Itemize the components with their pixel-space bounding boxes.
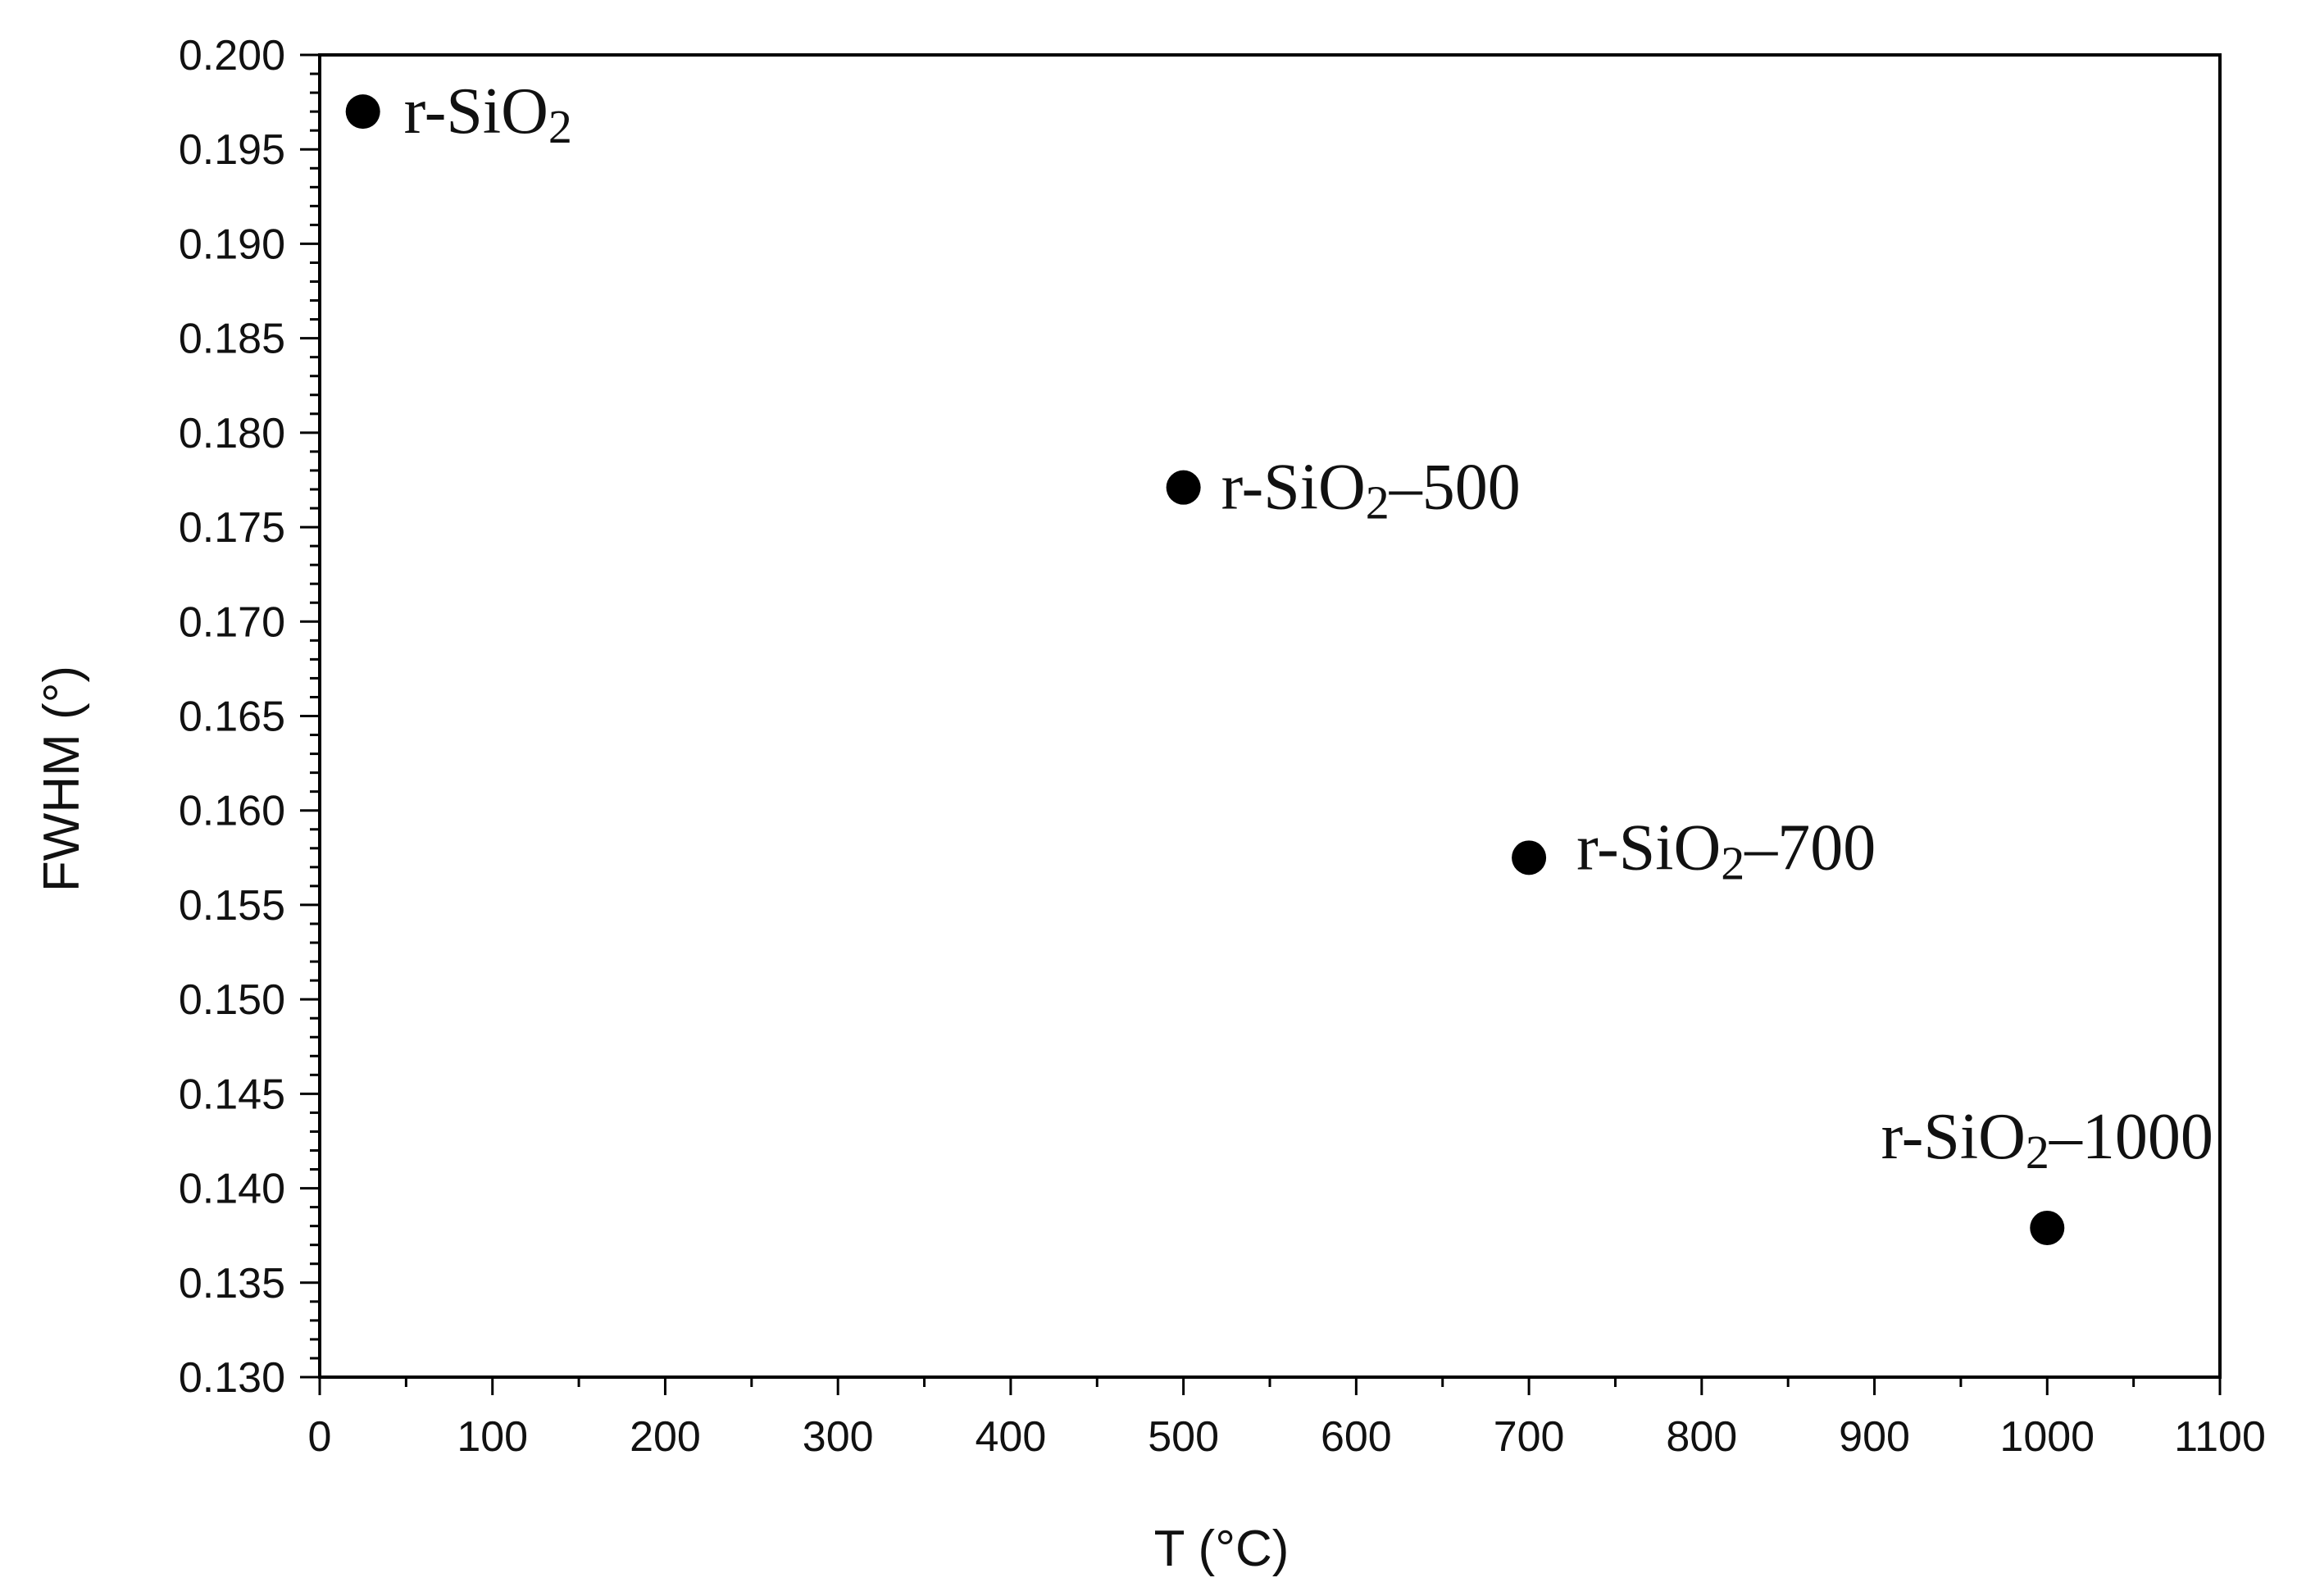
x-tick-label: 1100	[2174, 1413, 2266, 1461]
label-base: r-SiO	[1881, 1101, 2026, 1173]
data-point-label: r-SiO2–700	[1576, 812, 1876, 889]
y-tick-label: 0.130	[179, 1354, 285, 1402]
x-axis-title: T (°C)	[1154, 1521, 1290, 1577]
data-point	[345, 94, 380, 130]
y-tick-label: 0.145	[179, 1071, 285, 1118]
y-tick-label: 0.155	[179, 882, 285, 930]
data-point-label: r-SiO2	[404, 75, 572, 153]
label-suffix: –1000	[2049, 1101, 2213, 1173]
x-tick-label: 400	[976, 1413, 1047, 1461]
y-tick-label: 0.175	[179, 504, 285, 552]
x-tick-label: 200	[630, 1413, 701, 1461]
x-tick-label: 600	[1321, 1413, 1392, 1461]
y-tick-label: 0.185	[179, 316, 285, 363]
label-suffix: –500	[1389, 452, 1521, 524]
x-tick-label: 0	[308, 1413, 332, 1461]
x-tick-label: 1000	[1999, 1413, 2095, 1461]
y-tick-label: 0.170	[179, 598, 285, 646]
label-subscript: 2	[1721, 836, 1744, 889]
y-tick-label: 0.200	[179, 32, 285, 80]
label-subscript: 2	[548, 100, 572, 153]
label-suffix: –700	[1744, 812, 1876, 884]
label-subscript: 2	[2026, 1125, 2049, 1179]
label-base: r-SiO	[1576, 812, 1721, 884]
x-tick-label: 300	[803, 1413, 874, 1461]
axis-ticks	[300, 53, 2222, 1395]
data-point	[1512, 840, 1547, 875]
x-tick-label: 800	[1666, 1413, 1737, 1461]
data-point-label: r-SiO2–1000	[1881, 1101, 2213, 1179]
x-tick-label: 700	[1494, 1413, 1565, 1461]
label-subscript: 2	[1366, 476, 1390, 530]
label-base: r-SiO	[1221, 452, 1366, 524]
data-point	[1166, 470, 1201, 505]
data-point	[2030, 1210, 2065, 1245]
label-base: r-SiO	[404, 75, 548, 148]
plot-frame	[318, 53, 2222, 1379]
axis-tick-labels: 0 100 200 300 400 500 600 700 800 900 1000 1100 0.13…	[179, 32, 2266, 1461]
y-tick-label: 0.165	[179, 693, 285, 741]
y-tick-label: 0.180	[179, 410, 285, 457]
data-point-label: r-SiO2–500	[1221, 452, 1521, 530]
y-tick-label: 0.195	[179, 126, 285, 174]
y-tick-label: 0.160	[179, 788, 285, 835]
y-tick-label: 0.140	[179, 1166, 285, 1213]
x-tick-label: 500	[1148, 1413, 1219, 1461]
y-tick-label: 0.135	[179, 1260, 285, 1307]
y-tick-label: 0.150	[179, 976, 285, 1024]
y-axis-title: FWHM (°)	[34, 666, 90, 892]
data-points	[345, 94, 2065, 1245]
x-tick-label: 900	[1839, 1413, 1910, 1461]
x-tick-label: 100	[457, 1413, 528, 1461]
y-tick-label: 0.190	[179, 221, 285, 268]
